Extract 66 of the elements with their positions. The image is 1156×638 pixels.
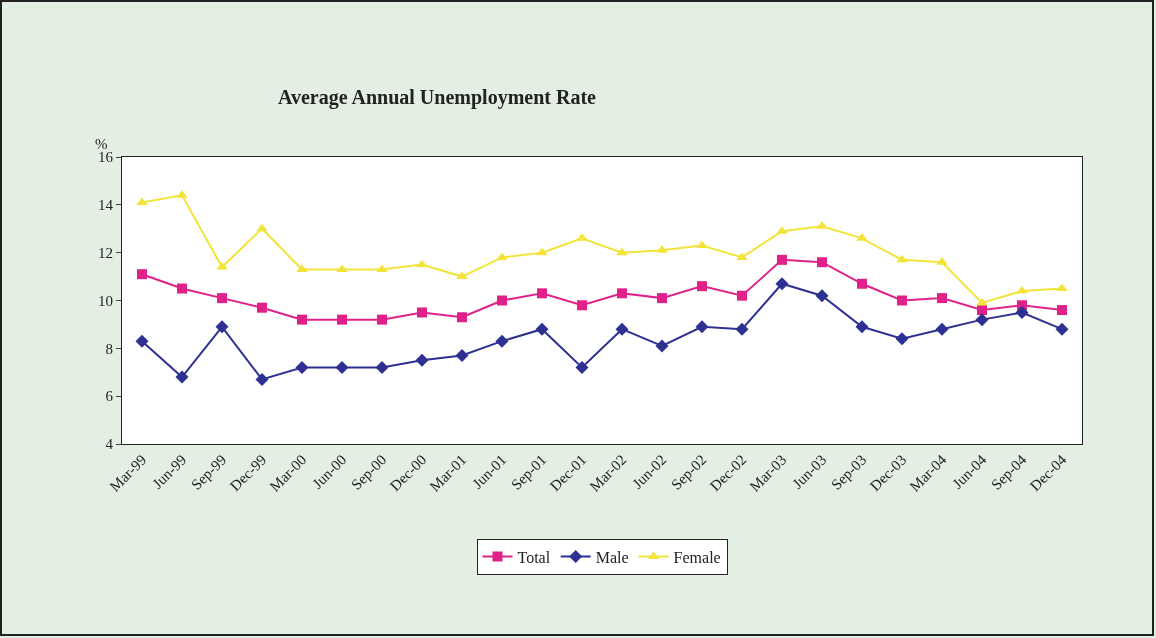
y-tick-label: 8 <box>105 340 113 357</box>
point <box>257 302 267 313</box>
point <box>737 290 747 301</box>
point <box>775 277 789 291</box>
point <box>896 254 908 263</box>
y-tick-label: 14 <box>98 197 114 214</box>
point <box>657 293 667 304</box>
point <box>695 320 709 334</box>
point <box>416 259 428 268</box>
point <box>937 293 947 304</box>
point <box>615 322 629 336</box>
point <box>897 295 907 306</box>
point <box>655 339 669 353</box>
point <box>295 360 309 374</box>
y-tick-label: 10 <box>98 292 113 309</box>
point <box>1055 322 1069 336</box>
point <box>535 322 549 336</box>
point <box>1015 305 1029 319</box>
point <box>575 360 589 374</box>
y-tick-label: 12 <box>98 244 113 261</box>
point <box>297 314 307 325</box>
point <box>375 360 389 374</box>
point <box>735 322 749 336</box>
point <box>337 314 347 325</box>
point <box>137 269 147 280</box>
point <box>1057 305 1067 316</box>
point <box>815 289 829 303</box>
point <box>377 314 387 325</box>
point <box>617 288 627 299</box>
point <box>697 281 707 292</box>
point <box>415 353 429 367</box>
point <box>335 360 349 374</box>
point <box>135 334 149 348</box>
point <box>855 320 869 334</box>
point <box>935 322 949 336</box>
point <box>1056 283 1068 292</box>
point <box>977 305 987 316</box>
point <box>256 223 268 232</box>
legend-label: Total <box>517 548 551 566</box>
point <box>175 370 189 384</box>
legend-label: Male <box>595 548 629 566</box>
y-tick-label: 16 <box>98 149 114 166</box>
point <box>577 300 587 311</box>
point <box>457 312 467 323</box>
point <box>215 320 229 334</box>
y-tick-label: 6 <box>105 388 114 405</box>
point <box>217 293 227 304</box>
point <box>777 254 787 265</box>
y-tick-label: 4 <box>105 436 114 453</box>
point <box>975 313 989 327</box>
point <box>537 288 547 299</box>
point <box>456 271 468 280</box>
legend-label: Female <box>673 548 721 566</box>
point <box>417 307 427 318</box>
y-axis-title: % <box>95 136 108 152</box>
point <box>497 295 507 306</box>
point <box>895 332 909 346</box>
point <box>255 372 269 386</box>
point <box>495 334 509 348</box>
point <box>616 247 628 256</box>
point <box>857 278 867 289</box>
point <box>177 283 187 294</box>
point <box>536 247 548 256</box>
chart-title: Average Annual Unemployment Rate <box>278 86 597 110</box>
point <box>455 349 469 363</box>
point <box>817 257 827 268</box>
